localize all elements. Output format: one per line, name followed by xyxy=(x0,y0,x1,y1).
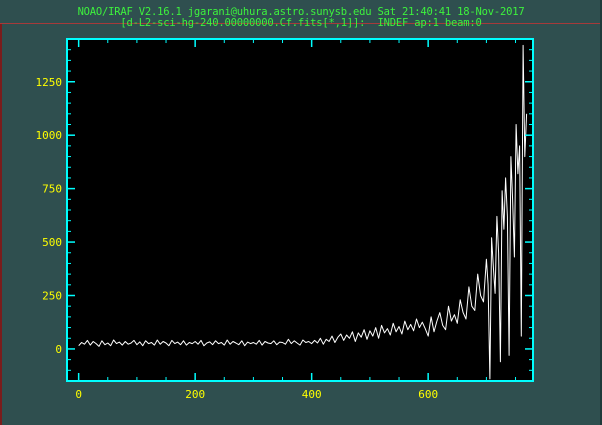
frame-divider xyxy=(0,23,602,24)
y-tick-label: 750 xyxy=(42,183,62,196)
x-axis: 0 200 400 600 xyxy=(75,39,517,401)
x-tick-label: 600 xyxy=(418,388,438,401)
y-tick-label: 1000 xyxy=(36,129,63,142)
y-tick-label: 0 xyxy=(55,343,62,356)
x-tick-label: 400 xyxy=(302,388,322,401)
series-layer xyxy=(78,44,528,380)
x-tick-label: 200 xyxy=(185,388,205,401)
plot-title-line-2: [d-L2-sci-hg-240.00000000.Cf.fits[*,1]]:… xyxy=(120,17,482,29)
plot-area[interactable] xyxy=(67,39,533,381)
series-line-1 xyxy=(78,44,528,380)
plot-title-line-1: NOAO/IRAF V2.16.1 jgarani@uhura.astro.su… xyxy=(77,6,525,18)
frame-left-edge xyxy=(0,24,2,425)
frame-right-edge xyxy=(600,0,602,425)
y-tick-label: 1250 xyxy=(36,76,63,89)
y-tick-label: 500 xyxy=(42,236,62,249)
y-tick-label: 250 xyxy=(42,290,62,303)
x-tick-label: 0 xyxy=(75,388,82,401)
y-axis: 0 250 500 750 1000 1250 xyxy=(36,38,533,371)
